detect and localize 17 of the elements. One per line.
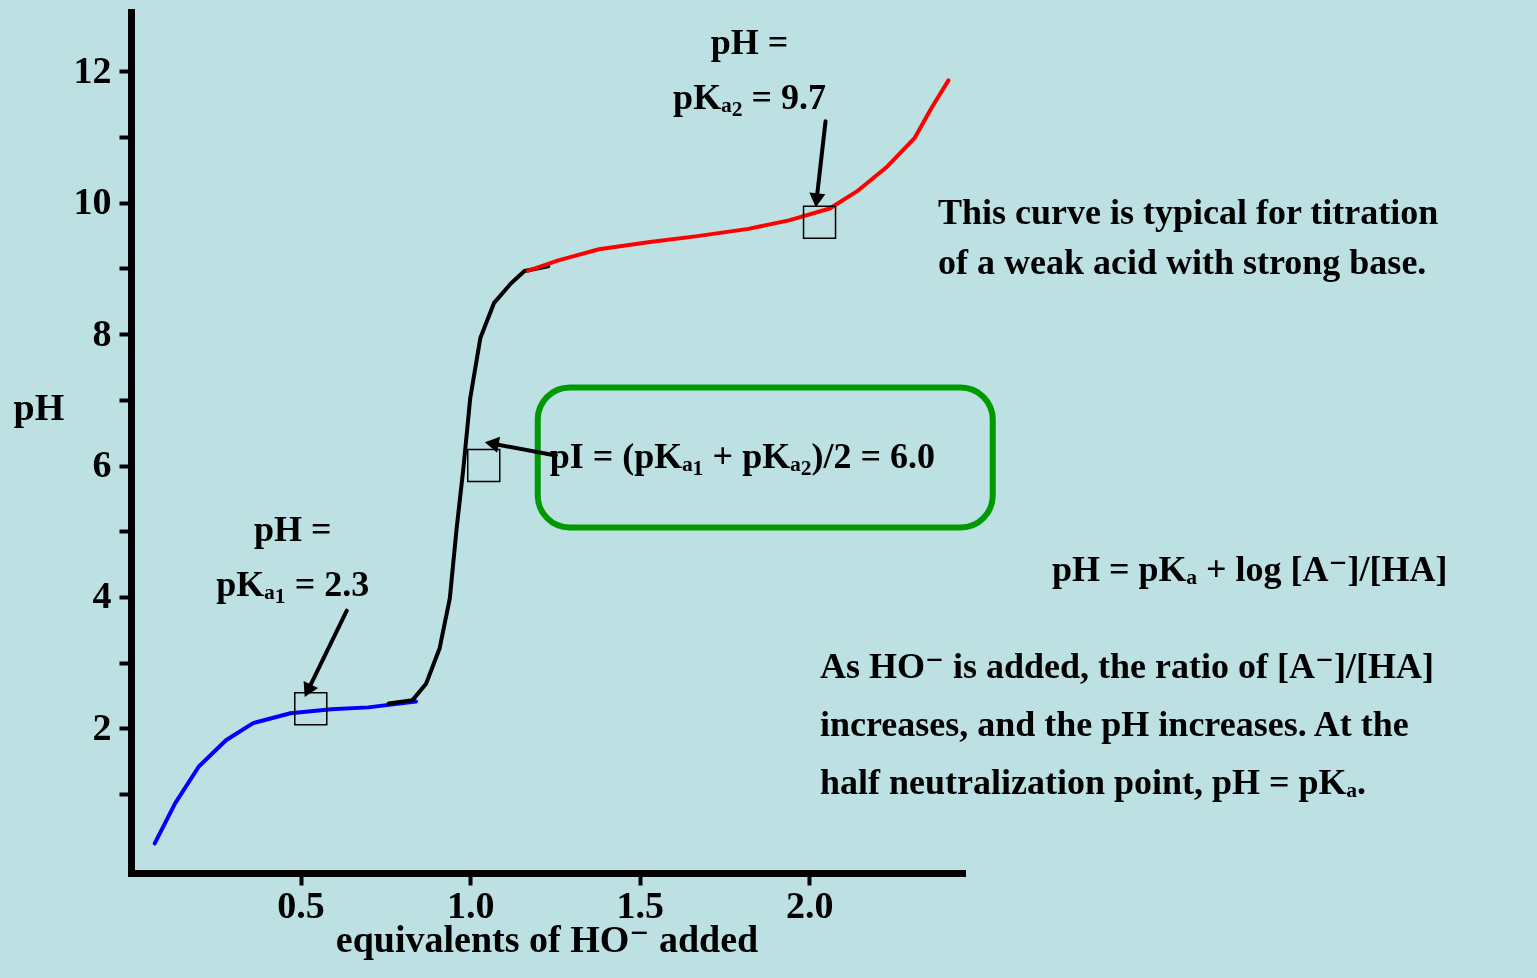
annotation: As HO⁻ is added, the ratio of [A⁻]/[HA] increases, and the pH increases. At the half neutralization point, pH = pKₐ. <box>820 646 1434 802</box>
text: pH = pKₐ + log [A⁻]/[HA] <box>1052 549 1448 589</box>
annotation: pH = pKₐ₁ = 2.3 <box>216 508 370 604</box>
x-tick-label: 2.0 <box>786 883 834 926</box>
y-tick-label: 2 <box>92 705 112 748</box>
y-axis-title: pH <box>13 385 65 428</box>
y-tick-label: 4 <box>92 574 112 617</box>
y-tick-label: 6 <box>92 443 112 485</box>
x-tick-label: 0.5 <box>277 883 325 926</box>
y-tick-label: 12 <box>73 48 112 91</box>
line-series <box>152 699 418 846</box>
y-tick-label: 10 <box>73 180 112 223</box>
line-series <box>386 264 551 706</box>
annotation: pH = pKₐ₂ = 9.7 <box>673 22 826 118</box>
y-tick-label: 8 <box>92 311 112 354</box>
annotation: This curve is typical for titration of a weak acid with strong base. <box>938 192 1439 282</box>
annotation: pI = (pKₐ₁ + pKₐ₂)/2 = 6.0 <box>549 435 935 476</box>
